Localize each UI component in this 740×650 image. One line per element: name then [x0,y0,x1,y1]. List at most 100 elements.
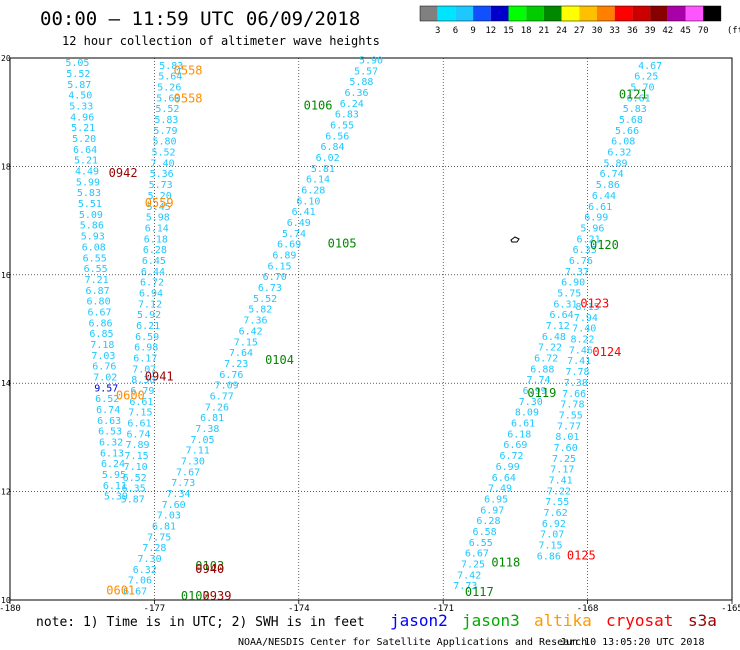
track-label: 0601 [106,584,135,598]
swh-value: 7.60 [162,500,186,511]
swh-value: 5.20 [148,191,172,202]
swh-value: 7.64 [229,348,253,359]
swh-value: 6.69 [503,440,527,451]
mission-name: jason3 [462,611,520,630]
swh-value: 6.10 [296,196,320,207]
track-label: 0558 [174,91,203,105]
swh-value: 7.34 [166,489,190,500]
legend-swatch [437,6,456,21]
swh-value: 7.22 [538,343,562,354]
swh-value: 6.84 [320,142,344,153]
mission-name: s3a [688,611,717,630]
island-marker [510,236,520,243]
swh-value: 7.15 [125,451,149,462]
swh-value: 6.24 [101,459,125,470]
track-label: 0559 [145,196,174,210]
swh-value: 6.64 [492,473,516,484]
swh-value: 7.02 [93,372,117,383]
swh-value: 4.67 [638,61,662,72]
swh-value: 5.86 [80,221,104,232]
swh-value: 6.87 [86,286,110,297]
swh-value: 5.99 [76,177,100,188]
swh-value: 6.28 [476,516,500,527]
legend-tick: 15 [503,26,514,36]
swh-value: 6.90 [561,278,585,289]
swh-value: 6.28 [301,186,325,197]
legend-swatch [650,6,668,21]
swh-value: 5.70 [630,83,654,94]
y-tick-label: 10 [1,596,11,605]
swh-value: 5.73 [149,180,173,191]
mission-name: cryosat [606,611,673,630]
mission-name: altika [534,611,592,630]
y-tick-label: 18 [1,162,11,171]
y-tick-label: 16 [1,271,11,280]
swh-value: 6.55 [84,264,108,275]
swh-value: 5.96 [580,223,604,234]
swh-value: 5.33 [69,101,93,112]
swh-value: 6.55 [330,120,354,131]
swh-value: 7.18 [90,340,114,351]
swh-value: 5.57 [354,66,378,77]
swh-value: 8.15 [576,302,600,313]
swh-value: 6.28 [143,245,167,256]
track-label: 0125 [567,548,596,562]
swh-value: 7.30 [138,554,162,565]
swh-value: 5.83 [77,188,101,199]
swh-value: 6.21 [577,234,601,245]
swh-value: 6.86 [88,318,112,329]
swh-value: 6.74 [600,169,624,180]
lat-lon-grid [9,58,733,604]
swh-value: 6.94 [139,288,163,299]
swh-value: 6.25 [634,72,658,83]
x-tick-label: -180 [0,604,21,614]
swh-value: 6.55 [469,538,493,549]
swh-value: 7.30 [519,397,543,408]
swh-value: 6.36 [345,88,369,99]
swh-value: 7.22 [547,486,571,497]
swh-value: 8.22 [570,335,594,346]
swh-value: 7.49 [488,484,512,495]
track-label: 0121 [619,88,648,102]
swh-value: 4.96 [70,112,94,123]
swh-value: 6.61 [627,93,651,104]
swh-value: 5.45 [147,202,171,213]
swh-value: 7.15 [234,337,258,348]
swh-value: 7.73 [171,478,195,489]
swh-value: 8.09 [515,408,539,419]
swh-value: 6.83 [335,110,359,121]
footer-credit: NOAA/NESDIS Center for Satellite Applica… [238,637,587,648]
track-label: 0120 [590,238,619,252]
legend-tick: 9 [470,26,475,36]
swh-value: 6.42 [239,326,263,337]
swh-value: 6.24 [340,99,364,110]
footer-timestamp: Jun 10 13:05:20 UTC 2018 [560,637,705,648]
swh-value: 6.08 [82,242,106,253]
legend-swatch [667,6,686,21]
x-tick-label: -171 [432,604,454,614]
track-label: 0105 [328,237,357,251]
swh-value: 7.23 [224,359,248,370]
swh-value: 6.98 [134,343,158,354]
swh-value: 7.62 [544,508,568,519]
swh-value: 6.76 [569,256,593,267]
legend-tick: 45 [680,26,691,36]
swh-value: 6.44 [141,267,165,278]
map-title: 00:00 – 11:59 UTC 06/09/2018 [40,8,360,30]
legend-swatch [543,6,562,21]
swh-value: 7.17 [550,465,574,476]
swh-value: 7.36 [243,316,267,327]
swh-value: 5.21 [71,123,95,134]
footer-note: note: 1) Time is in UTC; 2) SWH is in fe… [36,615,365,630]
legend-swatch [508,6,527,21]
track-time-labels: 0106 0105 0104 0103 0102 0121 0120 0119 0118 0117… [106,63,648,603]
swh-value: 7.74 [526,375,550,386]
swh-value: 6.61 [588,202,612,213]
legend-swatch [473,6,491,21]
swh-value: 6.95 [484,494,508,505]
swh-value: 5.98 [146,213,170,224]
track-label: 0119 [527,386,556,400]
swh-value: 7.03 [91,351,115,362]
legend-swatch [597,6,615,21]
